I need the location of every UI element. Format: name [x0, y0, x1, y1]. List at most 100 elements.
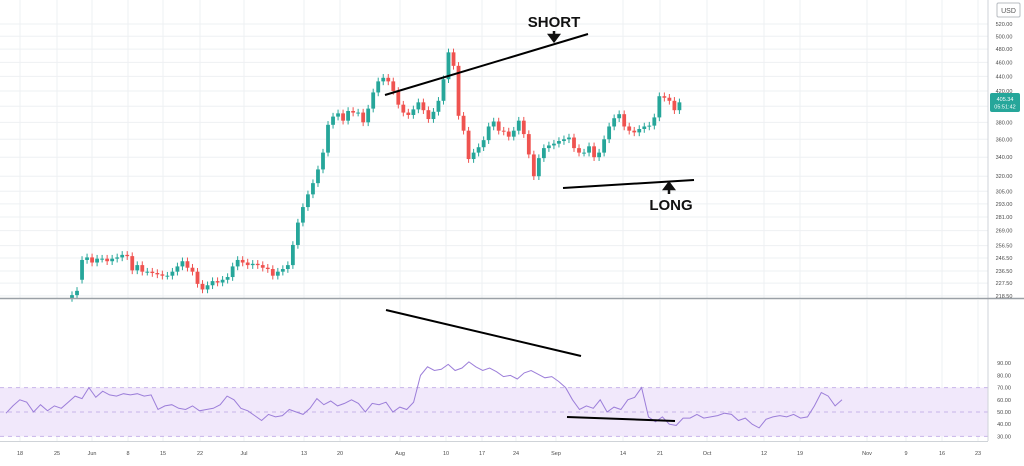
- price-tick-label: 360.00: [996, 137, 1013, 143]
- candle: [140, 261, 145, 276]
- candle: [451, 48, 456, 70]
- time-tick-label: 14: [620, 451, 626, 457]
- price-axis[interactable]: 218.50 227.50 236.50 246.50 256.50 269.00 281.…: [996, 22, 1013, 300]
- candle: [270, 265, 275, 280]
- candle: [361, 108, 366, 127]
- candle: [587, 142, 591, 157]
- price-tick-label: 256.50: [996, 244, 1013, 250]
- candle: [145, 267, 150, 276]
- candle: [411, 105, 416, 119]
- price-tick-label: 236.50: [996, 269, 1013, 275]
- candle: [105, 254, 110, 266]
- price-badge: 405.34 05:51:42: [990, 93, 1020, 112]
- rsi-axis[interactable]: 30.00 40.00 50.00 60.00 70.00 80.00 90.00: [997, 361, 1011, 440]
- candle: [617, 110, 622, 123]
- candle: [321, 148, 325, 174]
- candle: [466, 126, 471, 163]
- candle: [341, 109, 345, 125]
- time-tick-label: 22: [197, 451, 203, 457]
- candle: [642, 122, 647, 133]
- candle: [602, 135, 607, 157]
- price-tick-label: 340.00: [996, 155, 1013, 161]
- candle: [205, 281, 210, 294]
- candle: [150, 267, 155, 277]
- candle: [461, 112, 466, 135]
- candle: [260, 261, 265, 272]
- candle: [436, 97, 441, 116]
- time-tick-label: 15: [160, 451, 166, 457]
- time-tick-label: 20: [337, 451, 343, 457]
- candle: [336, 109, 340, 121]
- rsi-tick-label: 50.00: [997, 410, 1011, 416]
- candle: [351, 107, 356, 117]
- candle: [441, 75, 446, 105]
- candle: [331, 112, 335, 129]
- candle: [135, 261, 140, 275]
- candle: [185, 257, 190, 272]
- candle: [577, 144, 581, 157]
- time-tick-label: 10: [443, 451, 449, 457]
- candle: [431, 108, 436, 123]
- time-axis[interactable]: 18 25 Jun 8 15 22 Jul 13 20 Aug 10 17 24 Sep 14 21 Oct 12…: [17, 451, 981, 457]
- rsi-line: [5, 361, 843, 429]
- candle: [100, 254, 105, 263]
- candle: [175, 262, 180, 276]
- candle: [511, 126, 516, 141]
- candle: [567, 133, 571, 144]
- currency-box[interactable]: USD: [996, 2, 1021, 18]
- time-tick-label: 12: [761, 451, 767, 457]
- candle: [90, 253, 94, 267]
- candle: [311, 179, 315, 199]
- candle: [180, 257, 185, 271]
- rsi-tick-label: 40.00: [997, 422, 1011, 428]
- candle: [541, 144, 546, 162]
- candle: [552, 139, 556, 150]
- trendline-rsi-lower: [566, 416, 676, 422]
- candle: [80, 256, 84, 284]
- candle: [421, 98, 426, 114]
- candle: [627, 122, 632, 135]
- candle: [597, 148, 601, 161]
- rsi-tick-label: 60.00: [997, 398, 1011, 404]
- candle: [306, 190, 310, 211]
- price-tick-label: 293.00: [996, 202, 1013, 208]
- candle: [290, 241, 295, 269]
- price-tick-label: 281.00: [996, 215, 1013, 221]
- candle: [326, 121, 330, 157]
- candle: [582, 148, 586, 157]
- candle: [486, 122, 491, 144]
- candle: [647, 121, 652, 131]
- long-arrow-up-icon: [662, 180, 676, 194]
- candle: [125, 251, 130, 260]
- candle: [190, 263, 195, 276]
- rsi-tick-label: 30.00: [997, 434, 1011, 440]
- annotations: SHORT LONG: [528, 14, 693, 214]
- candle: [371, 88, 376, 113]
- time-tick-label: Sep: [551, 451, 561, 457]
- time-tick-label: Aug: [395, 451, 405, 457]
- candlestick-series: [70, 48, 682, 302]
- candle: [115, 253, 120, 263]
- price-tick-label: 420.00: [996, 89, 1013, 95]
- candle: [85, 253, 89, 264]
- candle: [265, 263, 270, 273]
- candle: [120, 251, 125, 262]
- price-tick-label: 500.00: [996, 34, 1013, 40]
- candle: [160, 270, 165, 280]
- countdown-label: 05:51:42: [994, 105, 1015, 111]
- rsi-tick-label: 90.00: [997, 361, 1011, 367]
- price-tick-label: 480.00: [996, 47, 1013, 53]
- candle: [521, 116, 526, 138]
- candle: [516, 116, 521, 135]
- candle: [170, 267, 175, 280]
- candle: [416, 98, 421, 114]
- candle: [531, 150, 536, 180]
- trendline-price-upper: [384, 33, 589, 96]
- price-tick-label: 246.50: [996, 256, 1013, 262]
- candle: [346, 107, 350, 125]
- time-tick-label: Nov: [862, 451, 872, 457]
- candle: [240, 256, 245, 267]
- price-tick-label: 520.00: [996, 22, 1013, 28]
